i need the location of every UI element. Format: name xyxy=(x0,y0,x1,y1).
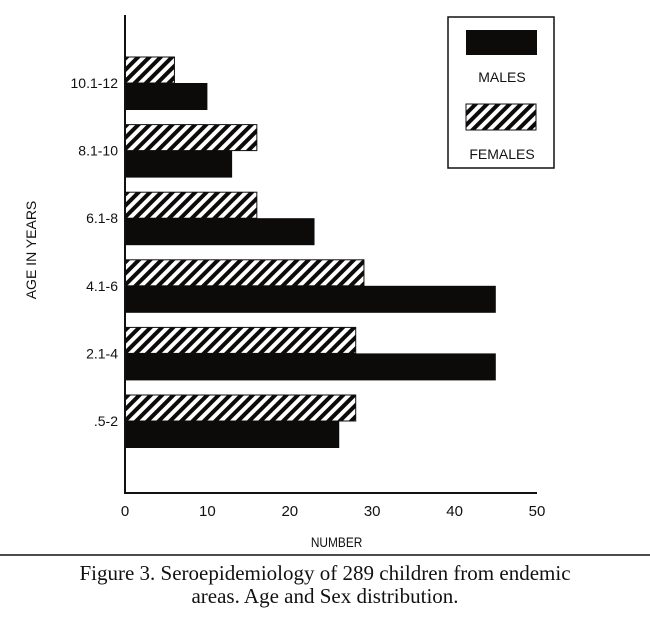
bar-females-10.1-12 xyxy=(124,56,175,84)
y-tick-label: 8.1-10 xyxy=(78,143,118,159)
legend-box xyxy=(447,16,555,169)
bar-females-4.1-6 xyxy=(124,259,365,287)
legend: MALES FEMALES xyxy=(447,16,555,169)
legend-label-females: FEMALES xyxy=(469,146,534,162)
bar-chart: 0 10 20 30 40 50 10.1-12 8.1-10 6.1-8 4.1-6 2.1-4… xyxy=(0,15,650,556)
y-tick-label: 4.1-6 xyxy=(86,278,118,294)
bar-males-8.1-10 xyxy=(125,150,233,178)
x-tick-label: 50 xyxy=(529,503,546,520)
y-tick-label: 6.1-8 xyxy=(86,210,118,226)
bar-females-8.1-10 xyxy=(124,124,258,152)
x-tick-label: 0 xyxy=(121,503,129,520)
y-tick-label: .5-2 xyxy=(94,413,118,429)
legend-swatch-females xyxy=(465,103,537,131)
y-tick-label: 2.1-4 xyxy=(86,345,118,361)
bar-males-.5-2 xyxy=(125,421,340,448)
x-tick-label: 20 xyxy=(281,503,298,520)
bar-females-2.1-4 xyxy=(124,326,357,354)
bar-males-6.1-8 xyxy=(125,218,315,246)
bar-females-6.1-8 xyxy=(124,191,258,219)
x-axis-label: NUMBER xyxy=(311,534,363,550)
legend-label-males: MALES xyxy=(478,69,525,85)
bar-males-10.1-12 xyxy=(125,83,208,110)
x-tick-label: 40 xyxy=(446,503,463,520)
x-tick-label: 10 xyxy=(199,503,216,520)
x-tick-label: 30 xyxy=(364,503,381,520)
caption-line-2: areas. Age and Sex distribution. xyxy=(191,584,459,608)
y-axis-label: AGE IN YEARS xyxy=(23,201,39,300)
bar-males-4.1-6 xyxy=(125,285,496,313)
caption-line-1: Figure 3. Seroepidemiology of 289 childr… xyxy=(79,561,571,585)
legend-swatch-males xyxy=(466,30,537,55)
bar-males-2.1-4 xyxy=(125,353,496,381)
y-tick-label: 10.1-12 xyxy=(71,75,119,91)
bar-females-.5-2 xyxy=(124,394,357,422)
